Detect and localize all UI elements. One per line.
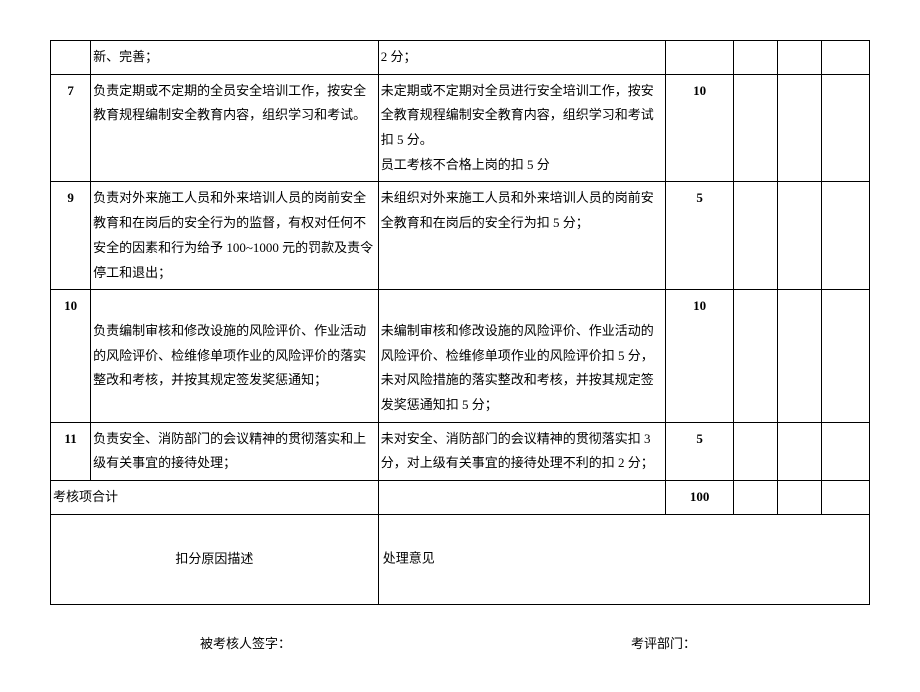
cell-desc: 负责对外来施工人员和外来培训人员的岗前安全教育和在岗后的安全行为的监督，有权对任… [91,182,379,290]
row-number: 7 [51,74,91,182]
row-number: 11 [51,422,91,480]
cell-score: 10 [666,74,734,182]
cell-desc: 负责安全、消防部门的会议精神的贯彻落实和上级有关事宜的接待处理； [91,422,379,480]
table-row: 9 负责对外来施工人员和外来培训人员的岗前安全教育和在岗后的安全行为的监督，有权… [51,182,870,290]
total-label: 考核项合计 [51,481,379,515]
cell-crit: 2 分； [378,41,666,75]
opinion-label: 处理意见 [383,547,435,572]
cell-desc: 负责定期或不定期的全员安全培训工作，按安全教育规程编制安全教育内容，组织学习和考… [91,74,379,182]
total-score: 100 [666,481,734,515]
cell-score: 5 [666,182,734,290]
cell-score: 10 [666,290,734,422]
dept-label: 考评部门： [631,633,696,652]
table-row: 11 负责安全、消防部门的会议精神的贯彻落实和上级有关事宜的接待处理； 未对安全… [51,422,870,480]
cell-desc: 负责编制审核和修改设施的风险评价、作业活动的风险评价、检维修单项作业的风险评价的… [91,290,379,422]
reason-label: 扣分原因描述 [51,514,379,604]
assessment-table: 新、完善； 2 分； 7 负责定期或不定期的全员安全培训工作，按安全教育规程编制… [50,40,870,605]
table-row: 10 负责编制审核和修改设施的风险评价、作业活动的风险评价、检维修单项作业的风险… [51,290,870,422]
cell-desc: 新、完善； [91,41,379,75]
row-number: 9 [51,182,91,290]
row-number: 10 [51,290,91,422]
table-row-total: 考核项合计 100 [51,481,870,515]
opinion-cell: 处理意见 [378,514,869,604]
signature-row: 被考核人签字： 考评部门： [50,633,870,652]
cell-crit: 未组织对外来施工人员和外来培训人员的岗前安全教育和在岗后的安全行为扣 5 分； [378,182,666,290]
table-row-footer: 扣分原因描述 处理意见 [51,514,870,604]
table-row-continuation: 新、完善； 2 分； [51,41,870,75]
cell-crit: 未编制审核和修改设施的风险评价、作业活动的风险评价、检维修单项作业的风险评价扣 … [378,290,666,422]
cell-score: 5 [666,422,734,480]
cell-crit: 未对安全、消防部门的会议精神的贯彻落实扣 3 分，对上级有关事宜的接待处理不利的… [378,422,666,480]
table-row: 7 负责定期或不定期的全员安全培训工作，按安全教育规程编制安全教育内容，组织学习… [51,74,870,182]
cell-crit: 未定期或不定期对全员进行安全培训工作，按安全教育规程编制安全教育内容，组织学习和… [378,74,666,182]
signer-label: 被考核人签字： [200,633,291,652]
